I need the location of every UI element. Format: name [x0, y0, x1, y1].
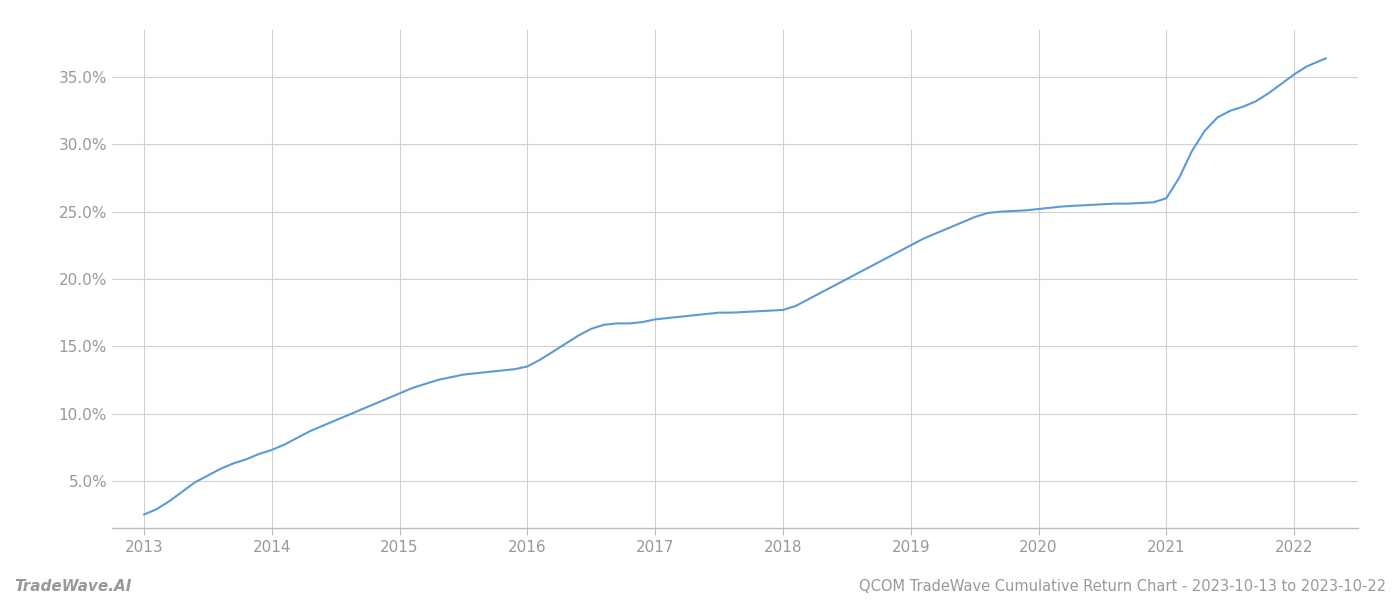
Text: TradeWave.AI: TradeWave.AI [14, 579, 132, 594]
Text: QCOM TradeWave Cumulative Return Chart - 2023-10-13 to 2023-10-22: QCOM TradeWave Cumulative Return Chart -… [858, 579, 1386, 594]
